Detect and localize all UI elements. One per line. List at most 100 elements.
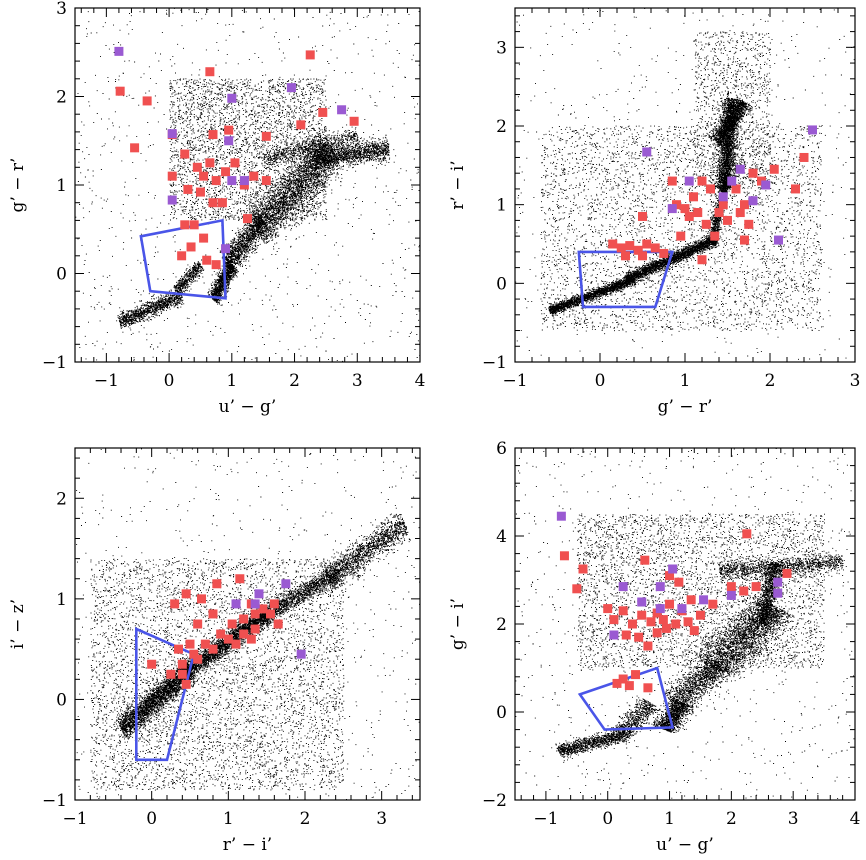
- red-point: [208, 198, 218, 208]
- red-point: [706, 184, 715, 194]
- purple-point: [642, 147, 652, 157]
- red-point: [714, 208, 724, 218]
- x-tick-label: 1: [226, 371, 237, 391]
- red-point: [661, 623, 671, 633]
- red-point: [205, 67, 215, 77]
- y-axis-label: g’ − r’: [8, 158, 28, 213]
- purple-point: [677, 604, 687, 614]
- purple-point: [167, 195, 177, 205]
- red-point: [216, 629, 226, 639]
- red-point: [680, 204, 690, 214]
- red-point: [269, 599, 279, 609]
- red-point: [183, 184, 193, 194]
- y-tick-label: −2: [482, 791, 507, 811]
- red-point: [667, 176, 677, 186]
- x-tick-label: 2: [765, 371, 776, 391]
- red-point: [710, 231, 720, 241]
- red-point: [718, 200, 728, 210]
- red-point: [609, 615, 619, 625]
- purple-point: [668, 564, 678, 574]
- red-point: [142, 96, 152, 106]
- red-point: [637, 610, 647, 620]
- purple-point: [618, 582, 628, 592]
- purple-point: [114, 46, 124, 56]
- y-tick-label: −1: [42, 353, 67, 373]
- purple-point: [637, 597, 647, 607]
- red-point: [230, 158, 240, 168]
- red-point: [243, 214, 252, 224]
- red-point: [217, 198, 227, 208]
- y-tick-label: 6: [496, 439, 507, 459]
- red-point: [186, 242, 196, 252]
- red-point: [200, 639, 210, 649]
- y-tick-label: −1: [42, 791, 67, 811]
- red-point: [205, 158, 215, 168]
- red-point: [701, 219, 711, 229]
- y-axis-label: i’ − z’: [8, 599, 28, 649]
- red-point: [211, 176, 221, 186]
- red-point: [616, 243, 626, 253]
- y-tick-label: 3: [56, 0, 67, 19]
- x-axis-label: g’ − r’: [658, 397, 713, 417]
- purple-point: [655, 582, 665, 592]
- y-tick-label: 0: [496, 274, 507, 294]
- red-point: [305, 50, 315, 60]
- red-point: [640, 555, 650, 565]
- purple-point: [726, 590, 736, 600]
- red-point: [643, 683, 653, 693]
- red-point: [740, 235, 749, 245]
- purple-point: [221, 244, 231, 254]
- purple-point: [667, 204, 677, 214]
- red-point: [634, 632, 644, 642]
- purple-point: [808, 125, 817, 135]
- y-axis-label: g’ − i’: [448, 598, 468, 650]
- red-point: [674, 577, 684, 587]
- purple-point: [609, 630, 619, 640]
- red-point: [227, 619, 237, 629]
- red-point: [221, 167, 231, 177]
- y-tick-label: 1: [56, 176, 67, 196]
- purple-point: [239, 176, 249, 186]
- red-point: [782, 568, 792, 578]
- red-point: [740, 200, 749, 210]
- red-point: [177, 669, 187, 679]
- red-point: [731, 184, 741, 194]
- purple-point: [735, 164, 745, 174]
- background-star-dots: [75, 8, 420, 362]
- red-point: [646, 617, 656, 627]
- purple-point: [286, 83, 296, 93]
- red-point: [689, 192, 698, 202]
- red-point: [177, 659, 187, 669]
- x-tick-label: −1: [533, 809, 558, 829]
- red-point: [193, 619, 203, 629]
- panel-gr-ri: −1 0 1 2 3 −1 0 1 2 3 g’ − r’ r’ − i’: [448, 7, 860, 417]
- purple-point: [761, 180, 771, 190]
- red-point: [686, 595, 696, 605]
- purple-point: [250, 599, 260, 609]
- red-point: [633, 245, 643, 255]
- purple-point: [684, 176, 694, 186]
- red-point: [618, 606, 628, 616]
- y-tick-label: 0: [56, 265, 67, 285]
- x-tick-label: 0: [595, 371, 606, 391]
- purple-point: [224, 136, 234, 146]
- x-tick-label: 3: [376, 809, 387, 829]
- red-point: [223, 634, 233, 644]
- y-tick-label: −1: [482, 353, 507, 373]
- red-point: [624, 681, 634, 691]
- red-point: [189, 220, 199, 230]
- red-point: [791, 184, 800, 194]
- red-point: [572, 584, 582, 594]
- red-point: [708, 599, 718, 609]
- red-point: [199, 233, 209, 243]
- x-tick-label: 1: [223, 809, 234, 829]
- red-point: [638, 211, 647, 221]
- x-tick-label: 4: [850, 809, 861, 829]
- red-point: [266, 609, 275, 619]
- red-point: [744, 219, 754, 229]
- red-point: [239, 614, 249, 624]
- purple-point: [227, 176, 237, 186]
- red-point: [676, 231, 686, 241]
- purple-point: [231, 599, 241, 609]
- red-point: [170, 599, 180, 609]
